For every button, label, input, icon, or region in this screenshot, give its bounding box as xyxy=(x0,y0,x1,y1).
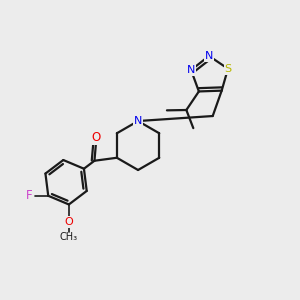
Text: N: N xyxy=(205,51,213,61)
Text: O: O xyxy=(91,131,101,144)
Text: N: N xyxy=(134,116,142,126)
Text: F: F xyxy=(26,189,32,202)
Text: O: O xyxy=(64,218,73,227)
Text: CH₃: CH₃ xyxy=(60,232,78,242)
Text: N: N xyxy=(187,65,195,75)
Text: S: S xyxy=(224,64,232,74)
